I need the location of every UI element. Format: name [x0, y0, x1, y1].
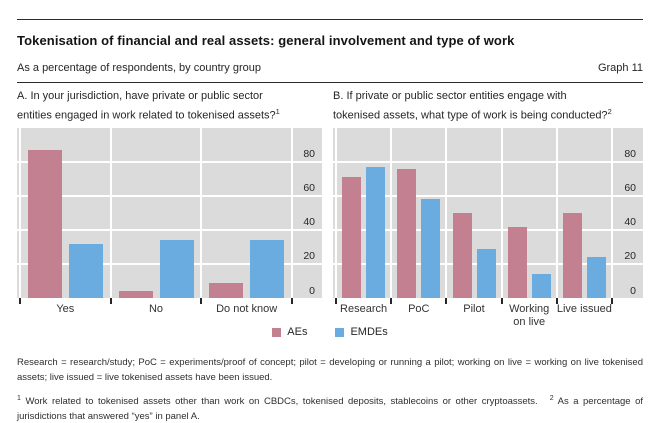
subtitle-rule: [17, 82, 643, 83]
gridline-vertical: [500, 128, 503, 298]
figure-subtitle-row: As a percentage of respondents, by count…: [17, 62, 643, 74]
bar-emdes-research: [366, 167, 386, 298]
y-axis-label-20: 20: [624, 250, 636, 262]
footnote-1-text: Work related to tokenised assets other t…: [25, 396, 538, 408]
graph-number-label: Graph 11: [597, 62, 643, 74]
gridline-vertical: [200, 128, 203, 298]
gridline-vertical: [109, 128, 112, 298]
legend-item-aes: AEs: [272, 326, 307, 338]
gridline-y60: [333, 195, 643, 197]
y-axis-label-60: 60: [303, 182, 315, 194]
bar-emdes-working-on-live: [531, 274, 551, 298]
gridline-y40: [333, 229, 643, 231]
bar-emdes-poc: [421, 199, 441, 298]
bar-emdes-yes: [68, 243, 103, 298]
axis-tick: [335, 298, 337, 304]
panel-a-title: A. In your jurisdiction, have private or…: [17, 90, 280, 122]
footnote-1-marker: 1: [17, 395, 21, 402]
figure-title: Tokenisation of financial and real asset…: [17, 33, 515, 48]
bar-aes-do-not-know: [209, 282, 244, 298]
gridline-y40: [17, 229, 322, 231]
y-axis-label-0: 0: [309, 285, 315, 297]
footnote-2-marker: 2: [549, 395, 554, 402]
legend-item-emdes: EMDEs: [335, 326, 388, 338]
plot-area-a: 0 20 40 60 80 Yes No Do not know: [17, 128, 322, 315]
y-axis-label-20: 20: [303, 250, 315, 262]
gridline-y80: [333, 161, 643, 163]
y-axis-label-40: 40: [624, 216, 636, 228]
bar-emdes-pilot: [476, 248, 496, 298]
axis-tick: [555, 298, 558, 304]
category-label-working-on-live: Working on live: [509, 303, 550, 328]
y-axis-label-80: 80: [303, 148, 315, 160]
y-axis-label-0: 0: [630, 285, 636, 297]
gridline-vertical: [335, 128, 337, 298]
panel-b: B. If private or public sector entities …: [333, 88, 643, 328]
legend-label-aes: AEs: [287, 326, 308, 338]
axis-tick: [291, 298, 293, 304]
bar-emdes-do-not-know: [250, 240, 285, 298]
gridline-y80: [17, 161, 322, 163]
bar-aes-no: [118, 291, 153, 298]
y-axis-label-80: 80: [624, 148, 636, 160]
legend-label-emdes: EMDEs: [350, 326, 388, 338]
bar-emdes-live-issued: [586, 257, 606, 298]
panel-title-superscript: 2: [607, 107, 612, 116]
footnote-numbered: 1 Work related to tokenised assets other…: [17, 392, 643, 423]
gridline-vertical: [291, 128, 293, 298]
bar-aes-pilot: [452, 213, 472, 298]
footnote-definitions: Research = research/study; PoC = experim…: [17, 357, 643, 383]
gridline-y60: [17, 195, 322, 197]
axis-tick: [445, 298, 448, 304]
axis-tick: [500, 298, 503, 304]
axis-tick: [611, 298, 613, 304]
bar-emdes-no: [159, 240, 194, 298]
axis-tick: [109, 298, 112, 304]
bar-aes-research: [342, 177, 362, 298]
panel-b-title: B. If private or public sector entities …: [333, 90, 612, 122]
panel-title-superscript: 1: [275, 107, 280, 116]
bar-aes-poc: [397, 168, 417, 298]
y-axis-label-40: 40: [303, 216, 315, 228]
plot-area-b: 0 20 40 60 80 Research PoC Pilot Working on live…: [333, 128, 643, 328]
footnote-2-text: As a percentage of jurisdictions that an…: [17, 396, 644, 422]
y-axis-label-60: 60: [624, 182, 636, 194]
panel-a: A. In your jurisdiction, have private or…: [17, 88, 322, 315]
top-rule: [17, 19, 643, 20]
axis-tick: [390, 298, 393, 304]
category-label-research: Research: [340, 303, 388, 315]
aes-swatch-icon: [272, 327, 282, 337]
footnotes: Research = research/study; PoC = experim…: [17, 356, 643, 423]
axis-tick: [200, 298, 203, 304]
category-label-live-issued: Live issued: [556, 303, 612, 315]
category-label-pilot: Pilot: [463, 303, 485, 315]
bar-aes-working-on-live: [507, 226, 527, 298]
gridline-vertical: [445, 128, 448, 298]
bar-aes-live-issued: [562, 213, 582, 298]
axis-tick: [19, 298, 21, 304]
emdes-swatch-icon: [335, 327, 345, 337]
gridline-vertical: [555, 128, 558, 298]
figure-subtitle: As a percentage of respondents, by count…: [17, 62, 261, 74]
gridline-vertical: [390, 128, 393, 298]
category-label-do-not-know: Do not know: [216, 303, 278, 315]
chart-legend: AEs EMDEs: [0, 326, 660, 338]
gridline-vertical: [611, 128, 613, 298]
category-label-yes: Yes: [56, 303, 75, 315]
gridline-vertical: [19, 128, 21, 298]
category-label-no: No: [148, 303, 164, 315]
bar-aes-yes: [27, 150, 62, 298]
category-label-poc: PoC: [408, 303, 430, 315]
